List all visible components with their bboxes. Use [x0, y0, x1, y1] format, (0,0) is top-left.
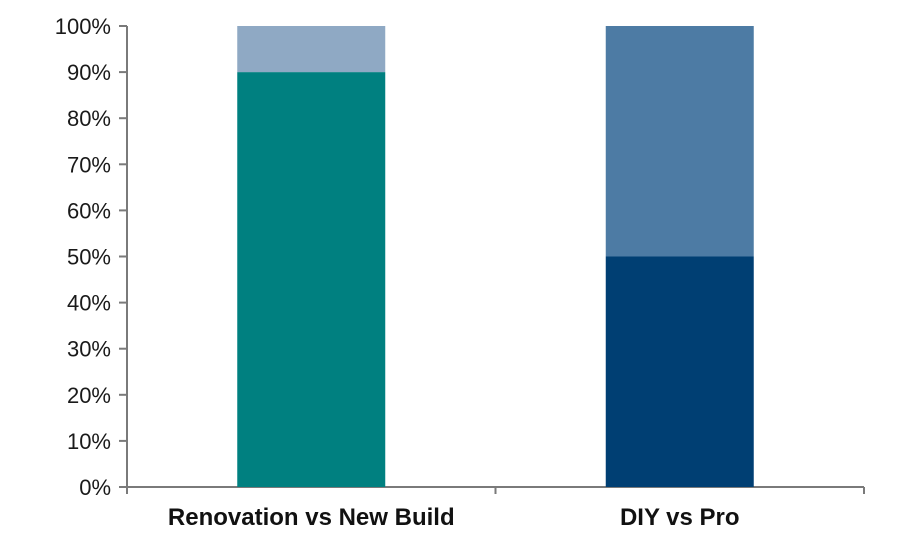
- x-category-label: Renovation vs New Build: [168, 504, 455, 531]
- category-labels: Renovation vs New Build DIY vs Pro: [168, 504, 740, 531]
- y-tick-label: 10%: [67, 429, 111, 454]
- y-tick-label: 0%: [79, 475, 111, 500]
- y-tick-label: 60%: [67, 198, 111, 223]
- bar-segment-0-0: [237, 72, 386, 487]
- y-tick-label: 50%: [67, 245, 111, 270]
- y-tick-label: 70%: [67, 152, 111, 177]
- bar-segment-0-1: [237, 26, 386, 73]
- y-tick-label: 20%: [67, 383, 111, 408]
- y-tick-label: 100%: [55, 14, 111, 39]
- y-tick-label: 30%: [67, 337, 111, 362]
- bars: [237, 26, 754, 487]
- y-tick-label: 40%: [67, 291, 111, 316]
- y-tick-label: 90%: [67, 60, 111, 85]
- y-tick-label: 80%: [67, 106, 111, 131]
- x-axis: [126, 486, 865, 494]
- y-axis: 0% 10% 20% 30% 40% 50% 60% 70% 80% 90% 100%: [55, 14, 128, 500]
- x-category-label: DIY vs Pro: [620, 504, 740, 531]
- bar-segment-1-0: [605, 256, 754, 487]
- bar-segment-1-1: [605, 26, 754, 257]
